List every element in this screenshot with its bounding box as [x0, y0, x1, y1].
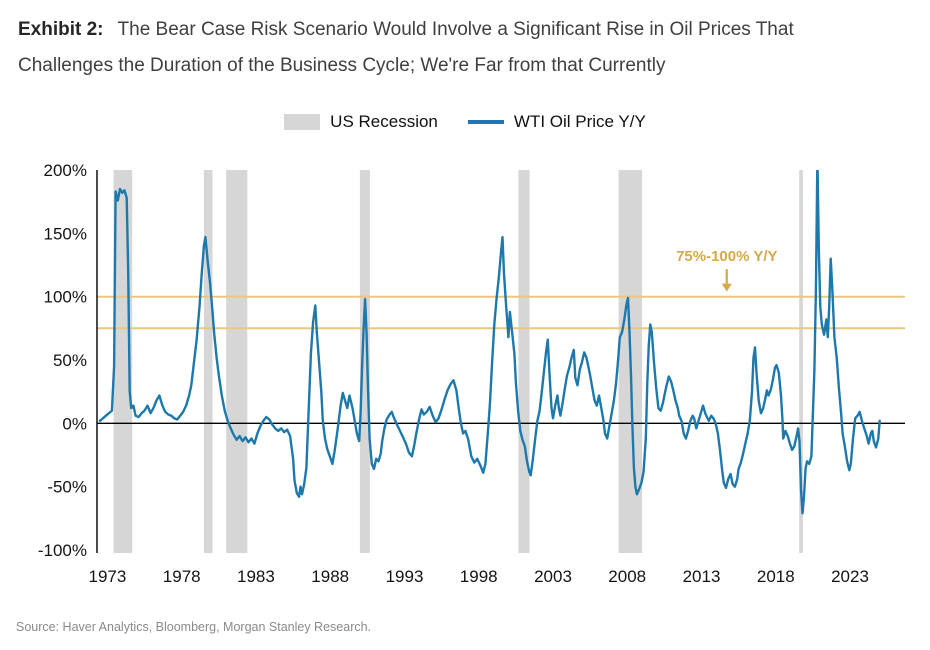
wti-line-swatch — [467, 120, 504, 124]
x-tick-label: 1983 — [237, 567, 275, 586]
legend-item-wti: WTI Oil Price Y/Y — [467, 112, 646, 132]
y-tick-label: 0% — [62, 414, 87, 433]
exhibit-title: Exhibit 2: The Bear Case Risk Scenario Wo… — [18, 12, 880, 84]
recession-band — [226, 170, 248, 553]
recession-band — [518, 170, 530, 553]
y-tick-label: 150% — [44, 224, 87, 243]
x-tick-label: 1998 — [460, 567, 498, 586]
recession-band — [799, 170, 803, 553]
x-tick-label: 1988 — [311, 567, 349, 586]
legend-item-recession: US Recession — [284, 112, 438, 132]
x-tick-label: 1978 — [163, 567, 201, 586]
source-note: Source: Haver Analytics, Bloomberg, Morg… — [16, 620, 372, 634]
y-tick-label: -50% — [47, 478, 87, 497]
wti-price-line — [98, 170, 881, 515]
y-tick-label: 100% — [44, 288, 87, 307]
x-tick-label: 2018 — [757, 567, 795, 586]
annotation-arrowhead-icon — [721, 283, 732, 292]
y-tick-label: 200% — [44, 161, 87, 180]
oil-price-chart-svg: 200% 150% 100% 50% 0% -50% -100%1973 1978 1983 19… — [38, 161, 905, 586]
recession-swatch — [284, 114, 321, 130]
x-tick-label: 2008 — [608, 567, 646, 586]
exhibit-label: Exhibit 2: — [18, 19, 104, 40]
recession-band — [203, 170, 213, 553]
chart-legend: US Recession WTI Oil Price Y/Y — [0, 112, 930, 132]
recession-legend-label: US Recession — [330, 112, 438, 131]
x-tick-label: 1973 — [88, 567, 126, 586]
recession-band — [359, 170, 370, 553]
x-tick-label: 2013 — [683, 567, 721, 586]
annotation-text: 75%-100% Y/Y — [676, 248, 777, 265]
y-tick-label: -100% — [38, 541, 87, 560]
x-tick-label: 2003 — [534, 567, 572, 586]
y-tick-label: 50% — [53, 351, 87, 370]
x-tick-label: 2023 — [831, 567, 869, 586]
x-tick-label: 1993 — [386, 567, 424, 586]
wti-legend-label: WTI Oil Price Y/Y — [513, 112, 646, 131]
exhibit-title-text: The Bear Case Risk Scenario Would Involv… — [18, 19, 794, 76]
